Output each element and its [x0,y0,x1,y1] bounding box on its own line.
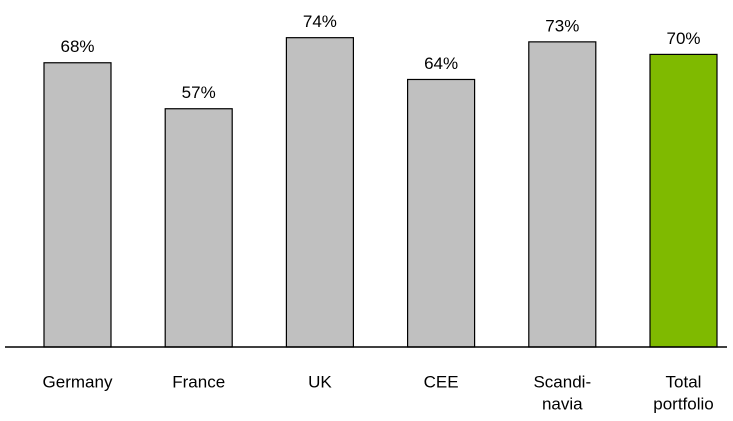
x-tick-label: Scandi- [533,372,591,391]
bar [528,41,597,348]
x-tick-label: CEE [424,372,459,391]
bar [164,108,233,348]
x-tick-label: Total [666,372,702,391]
value-label: 70% [666,29,700,48]
value-label: 74% [303,12,337,31]
bar [285,37,354,348]
x-tick-label: Germany [43,372,113,391]
value-label: 73% [545,16,579,35]
value-label: 64% [424,54,458,73]
x-tick-label: UK [308,372,332,391]
value-label: 68% [60,37,94,56]
value-label: 57% [182,83,216,102]
x-tick-label: portfolio [653,394,713,413]
x-tick-label: France [172,372,225,391]
bar [43,62,112,348]
x-tick-label: navia [542,394,583,413]
bar [649,53,718,348]
bar [407,78,476,348]
